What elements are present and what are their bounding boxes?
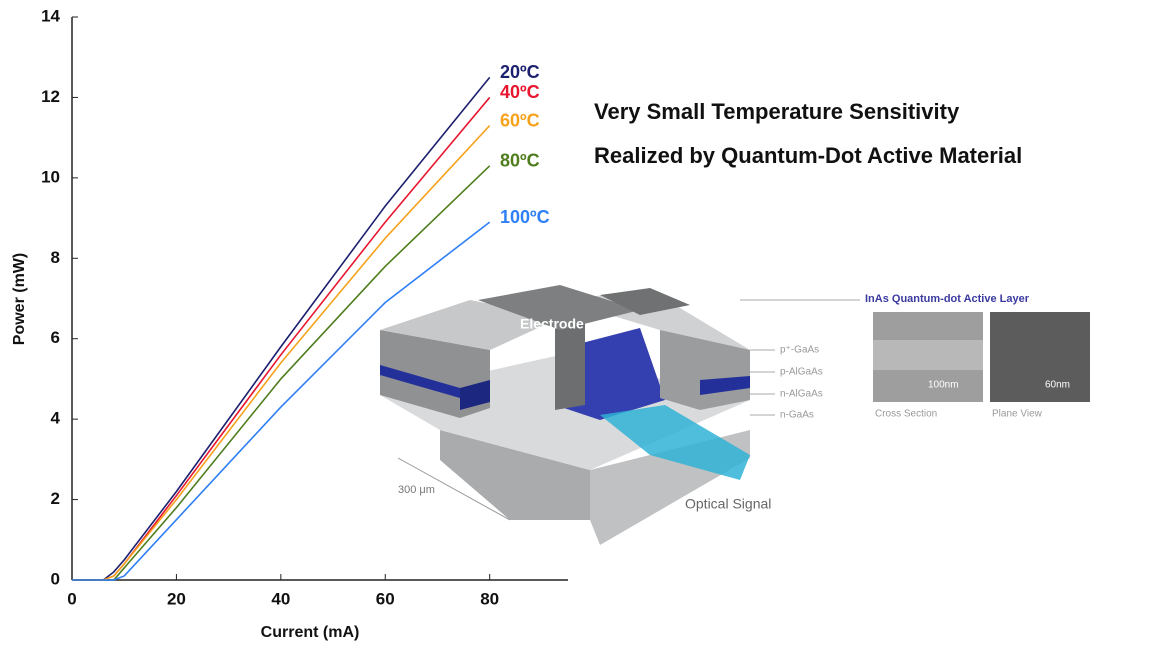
x-axis-label: Current (mA)	[261, 624, 360, 641]
electrode-label: Electrode	[520, 316, 584, 332]
y-tick-label: 4	[51, 409, 61, 428]
annotation: Very Small Temperature Sensitivity	[594, 99, 960, 124]
signal-label: Optical Signal	[685, 496, 771, 512]
y-tick-label: 6	[51, 328, 60, 347]
layer-label: p-AlGaAs	[780, 367, 823, 378]
image-caption: Cross Section	[875, 409, 937, 420]
cross-section-image	[873, 340, 983, 370]
x-tick-label: 80	[480, 589, 499, 608]
y-tick-label: 8	[51, 248, 60, 267]
plane-view-image	[990, 312, 1090, 402]
chart: Electrode p⁺-GaAs p-AlGaAs n-AlGaAs n-Ga…	[0, 0, 1165, 644]
annotation: Realized by Quantum-Dot Active Material	[594, 143, 1022, 168]
legend-label: 40ºC	[500, 82, 540, 102]
image-caption: Plane View	[992, 409, 1043, 420]
y-tick-label: 14	[41, 6, 60, 25]
layer-label: n-AlGaAs	[780, 389, 823, 400]
y-tick-label: 2	[51, 489, 60, 508]
legend-label: 20ºC	[500, 62, 540, 82]
x-tick-label: 20	[167, 589, 186, 608]
device-diagram: Electrode p⁺-GaAs p-AlGaAs n-AlGaAs n-Ga…	[380, 285, 1090, 545]
x-tick-label: 40	[271, 589, 290, 608]
y-tick-label: 10	[41, 167, 60, 186]
x-tick-label: 60	[376, 589, 395, 608]
legend-label: 80ºC	[500, 151, 540, 171]
legend-label: 60ºC	[500, 110, 540, 130]
scale-label: 100nm	[928, 380, 959, 391]
width-label: 300 μm	[398, 484, 435, 496]
y-axis-label: Power (mW)	[11, 253, 28, 345]
x-tick-label: 0	[67, 589, 76, 608]
ridge-center	[555, 320, 585, 410]
layer-label: p⁺-GaAs	[780, 345, 819, 356]
y-tick-label: 12	[41, 87, 60, 106]
inset-title: InAs Quantum-dot Active Layer	[865, 293, 1030, 305]
scale-label: 60nm	[1045, 380, 1070, 391]
layer-label: n-GaAs	[780, 410, 814, 421]
y-tick-label: 0	[51, 569, 60, 588]
legend-label: 100ºC	[500, 207, 550, 227]
